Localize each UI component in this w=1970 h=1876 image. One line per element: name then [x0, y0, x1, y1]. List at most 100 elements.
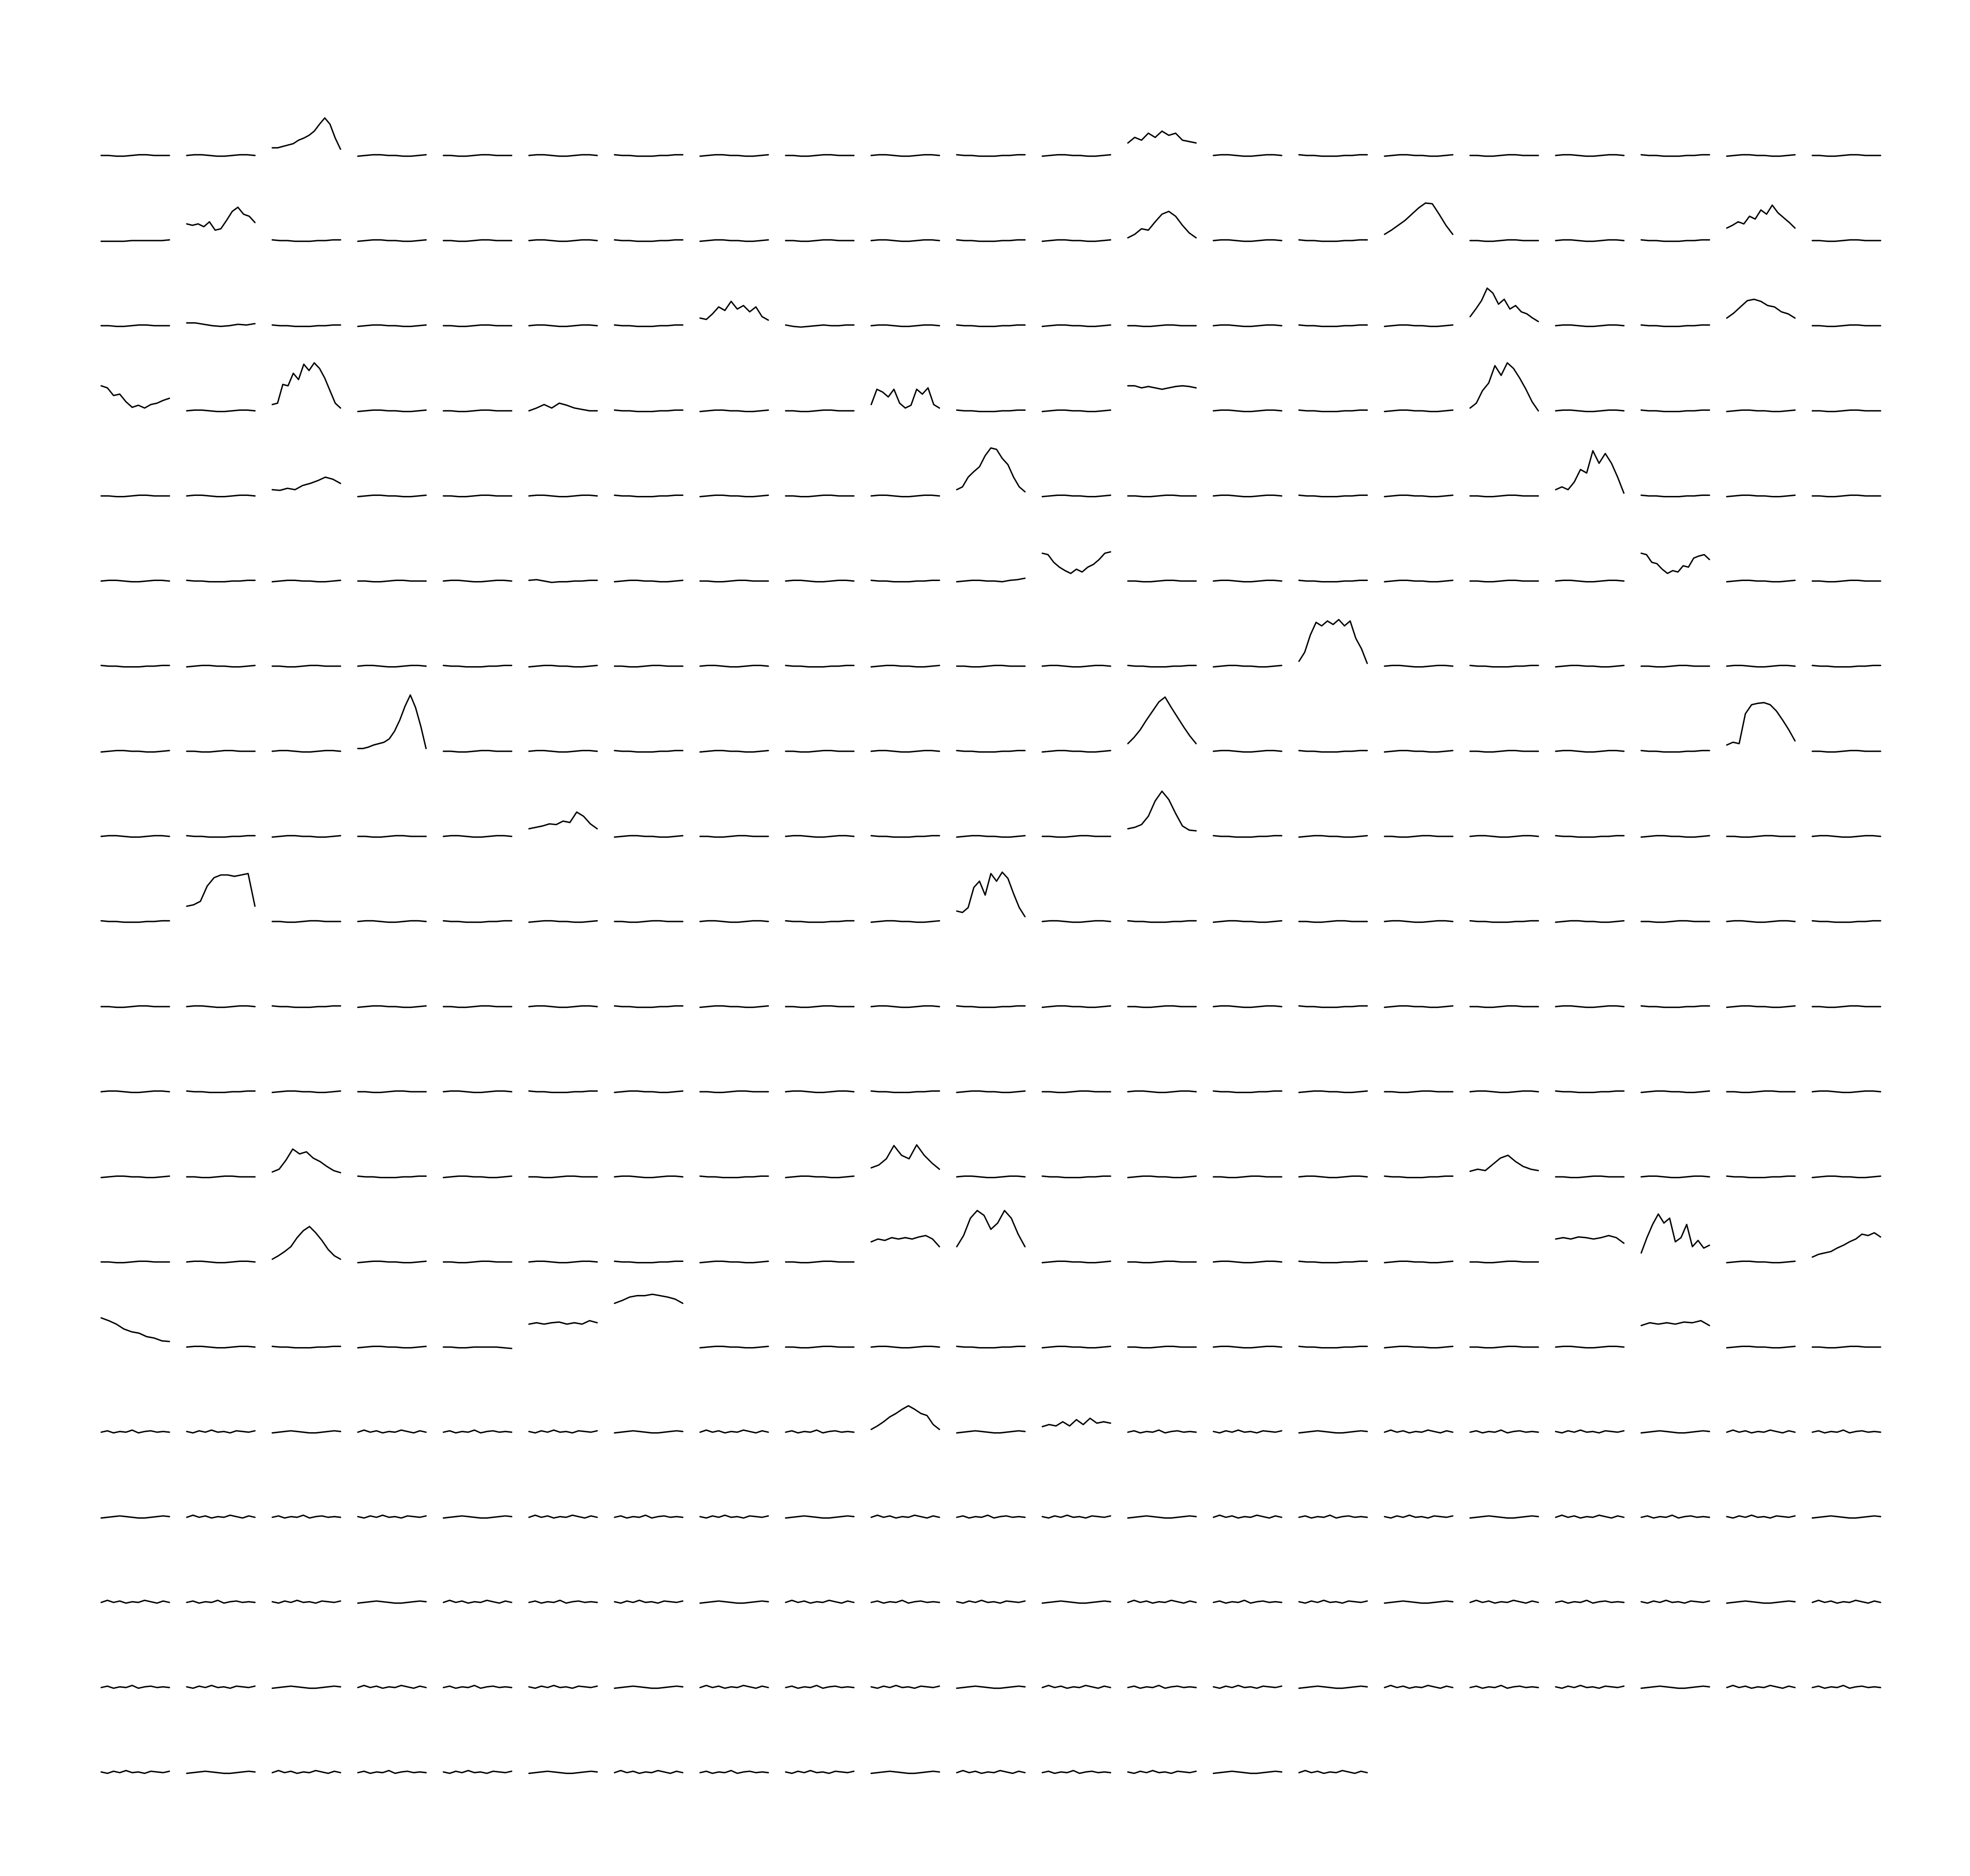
sparkline — [614, 1260, 684, 1264]
sparkline — [699, 1345, 769, 1349]
sparkline — [1555, 1090, 1625, 1093]
sparkline — [186, 1005, 256, 1008]
sparkline — [100, 579, 170, 583]
sparkline — [1555, 1599, 1625, 1604]
sparkline — [614, 409, 684, 413]
sparkline — [186, 664, 256, 668]
sparkline — [1041, 494, 1111, 498]
sparkline — [870, 750, 940, 753]
sparkline — [443, 1684, 512, 1689]
sparkline — [699, 1090, 769, 1093]
sparkline — [100, 1175, 170, 1179]
sparkline — [1041, 750, 1111, 753]
sparkline — [1726, 1514, 1796, 1519]
sparkline — [1811, 835, 1881, 838]
sparkline — [614, 1514, 684, 1519]
sparkline — [1298, 579, 1368, 583]
sparkline — [1041, 920, 1111, 923]
sparkline — [699, 409, 769, 413]
sparkline — [1213, 1770, 1282, 1774]
sparkline — [1127, 1005, 1197, 1008]
sparkline — [1640, 835, 1710, 838]
sparkline — [956, 154, 1026, 157]
sparkline — [785, 1429, 855, 1434]
sparkline — [1213, 750, 1282, 753]
sparkline — [528, 239, 598, 242]
sparkline — [186, 1684, 256, 1689]
sparkline — [271, 1430, 341, 1434]
sparkline — [271, 1345, 341, 1349]
sparkline — [1213, 1514, 1282, 1519]
sparkline — [357, 409, 427, 413]
sparkline — [1555, 239, 1625, 242]
sparkline — [357, 579, 427, 583]
sparkline — [100, 1090, 170, 1093]
sparkline — [1213, 1260, 1282, 1264]
sparkline — [528, 1175, 598, 1179]
sparkline — [186, 206, 256, 231]
sparkline — [271, 1599, 341, 1604]
sparkline — [186, 154, 256, 157]
sparkline — [443, 1515, 512, 1519]
sparkline — [528, 494, 598, 498]
sparkline — [1127, 1429, 1197, 1434]
sparkline — [1213, 494, 1282, 498]
sparkline — [1298, 154, 1368, 157]
sparkline — [443, 494, 512, 498]
sparkline — [1640, 1090, 1710, 1093]
sparkline — [443, 1090, 512, 1093]
sparkline — [1041, 1684, 1111, 1689]
sparkline — [1640, 1514, 1710, 1519]
sparkline — [956, 835, 1026, 838]
sparkline — [870, 1405, 940, 1430]
sparkline — [1298, 239, 1368, 242]
sparkline — [1469, 1005, 1539, 1008]
sparkline — [785, 1515, 855, 1519]
sparkline — [271, 362, 341, 409]
sparkline — [785, 324, 855, 328]
sparkline — [271, 1148, 341, 1173]
sparkline — [1041, 551, 1111, 575]
sparkline — [528, 154, 598, 157]
sparkline — [1726, 409, 1796, 413]
sparkline — [100, 1005, 170, 1008]
sparkline — [870, 1235, 940, 1248]
sparkline — [956, 239, 1026, 242]
sparkline — [870, 387, 940, 409]
sparkline — [357, 694, 427, 750]
sparkline — [1811, 154, 1881, 157]
sparkline — [1726, 1345, 1796, 1349]
sparkline — [1555, 579, 1625, 583]
sparkline — [100, 1429, 170, 1434]
sparkline — [699, 494, 769, 498]
sparkline — [528, 811, 598, 830]
sparkline — [443, 1429, 512, 1434]
sparkline — [1726, 1600, 1796, 1604]
sparkline — [357, 1770, 427, 1774]
sparkline — [956, 1685, 1026, 1689]
sparkline — [956, 1345, 1026, 1349]
sparkline — [1213, 154, 1282, 157]
sparkline — [443, 154, 512, 157]
sparkline — [956, 1514, 1026, 1519]
sparkline — [528, 1005, 598, 1008]
sparkline — [528, 579, 598, 583]
sparkline — [956, 409, 1026, 413]
sparkline — [1555, 450, 1625, 494]
sparkline — [870, 920, 940, 923]
sparkline — [1384, 1345, 1454, 1349]
sparkline — [1726, 835, 1796, 838]
sparkline — [1469, 1090, 1539, 1093]
sparkline — [1726, 1684, 1796, 1689]
sparkline — [271, 1770, 341, 1774]
sparkline — [1298, 1514, 1368, 1519]
sparkline — [614, 1430, 684, 1434]
sparkline — [785, 664, 855, 668]
sparkline — [699, 154, 769, 157]
sparkline — [271, 750, 341, 753]
sparkline — [528, 920, 598, 923]
sparkline — [785, 1090, 855, 1093]
sparkline — [699, 1005, 769, 1008]
sparkline — [1640, 664, 1710, 668]
sparkline — [1640, 324, 1710, 327]
